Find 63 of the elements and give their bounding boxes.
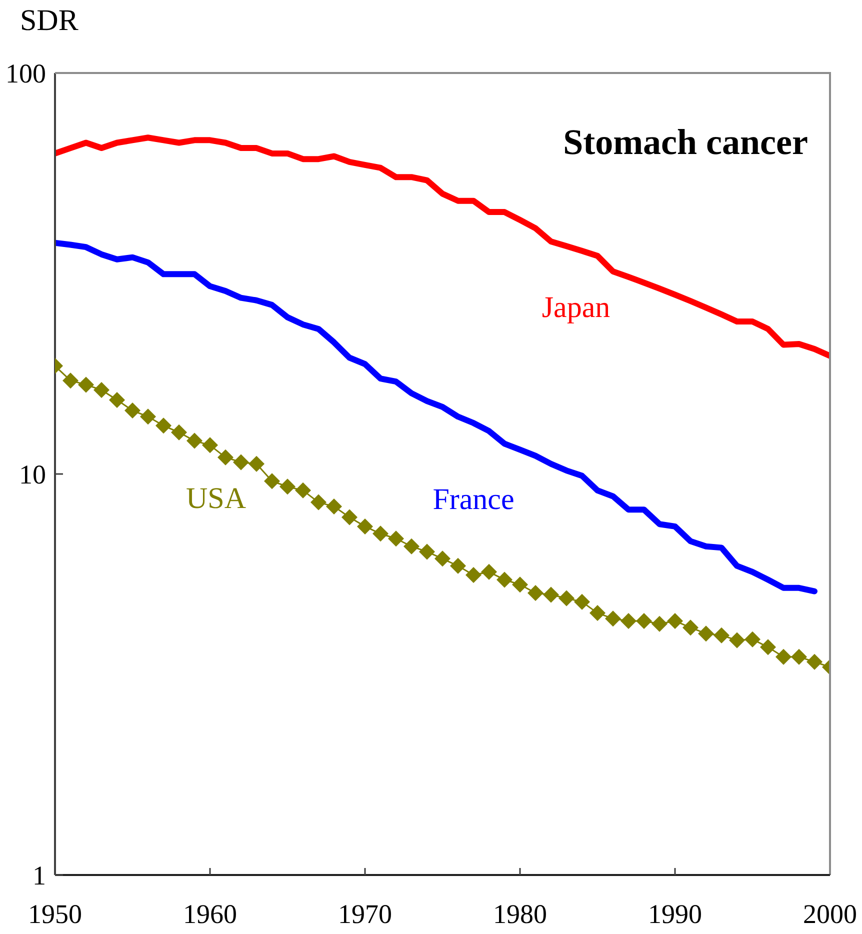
point <box>620 612 636 629</box>
point <box>776 648 792 665</box>
point <box>636 612 652 629</box>
point <box>714 627 730 644</box>
point <box>357 518 373 534</box>
point <box>605 610 621 627</box>
x-tick-label: 2000 <box>803 899 857 930</box>
point <box>667 612 683 629</box>
series-label: Japan <box>542 290 610 324</box>
point <box>791 648 807 665</box>
point <box>481 564 497 580</box>
point <box>94 382 110 398</box>
point <box>186 432 202 449</box>
point <box>295 482 311 498</box>
point <box>682 620 698 636</box>
point <box>590 605 606 622</box>
point <box>558 590 574 606</box>
point <box>496 572 512 588</box>
y-tick-label: 1 <box>32 860 46 891</box>
x-tick-label: 1990 <box>648 899 702 930</box>
point <box>109 392 125 408</box>
point <box>140 408 156 425</box>
point <box>419 544 435 560</box>
point <box>280 478 296 495</box>
point <box>528 584 544 601</box>
y-tick-label: 100 <box>6 58 46 89</box>
point <box>388 530 404 547</box>
point <box>248 456 264 472</box>
point <box>171 424 187 440</box>
point <box>62 372 78 389</box>
x-tick-label: 1980 <box>493 899 547 930</box>
point <box>574 594 590 610</box>
point <box>729 632 745 648</box>
series-label: France <box>432 482 514 516</box>
y-axis-title: SDR <box>20 4 78 37</box>
y-tick-label: 10 <box>19 460 46 490</box>
point <box>466 566 482 583</box>
point <box>372 526 388 542</box>
x-tick-label: 1970 <box>338 899 392 930</box>
point <box>512 576 528 593</box>
x-tick-label: 1960 <box>183 899 237 930</box>
text: Stomach cancer <box>563 122 808 162</box>
series-label: USA <box>186 482 246 515</box>
point <box>543 586 559 603</box>
point <box>218 449 234 466</box>
point <box>202 437 218 454</box>
x-tick-label: 1950 <box>28 899 82 930</box>
point <box>342 509 358 526</box>
point <box>760 639 776 656</box>
point <box>156 418 172 434</box>
point <box>124 402 140 418</box>
point <box>233 454 249 470</box>
point <box>264 473 280 490</box>
point <box>434 550 450 567</box>
point <box>744 631 760 648</box>
point <box>326 498 342 514</box>
point <box>450 558 466 574</box>
point <box>404 538 420 554</box>
point <box>652 616 668 632</box>
point <box>806 654 822 670</box>
point <box>698 626 714 642</box>
point <box>310 494 326 510</box>
point <box>78 376 94 393</box>
